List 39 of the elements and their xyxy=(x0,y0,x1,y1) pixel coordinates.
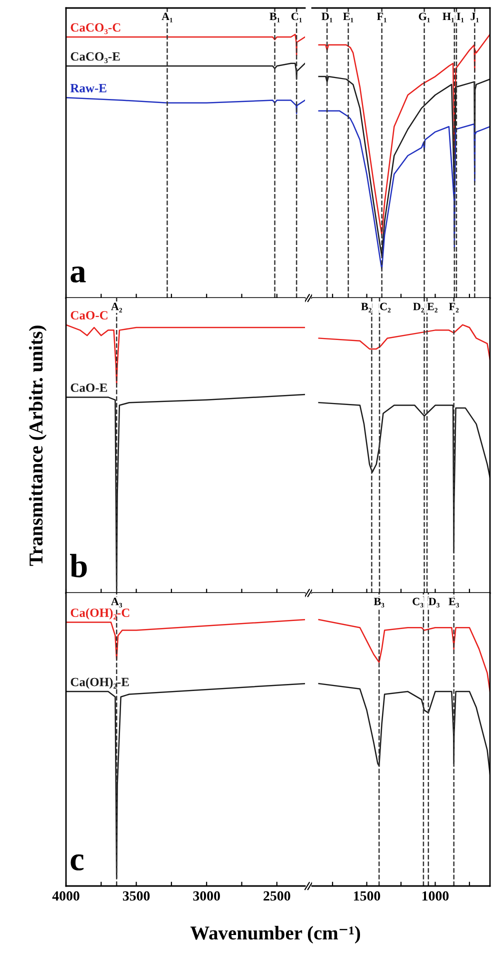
y-axis-title: Transmittance (Arbitr. units) xyxy=(28,326,47,566)
ref-line-label: E₂ xyxy=(427,302,438,312)
ref-line-label: D₂ xyxy=(413,302,424,312)
series-label: CaCO₃-E xyxy=(70,52,120,64)
annotation: a xyxy=(70,266,86,283)
ref-line-label: F₁ xyxy=(376,12,386,22)
ref-line-label: G₁ xyxy=(418,12,430,22)
x-tick-label: 4000 xyxy=(52,891,80,901)
ref-line-label: A₃ xyxy=(111,598,122,608)
series-label: CaO-C xyxy=(70,311,108,320)
series-label: Ca(OH)₂-C xyxy=(70,608,130,620)
series-label: Ca(OH)₂-E xyxy=(70,677,129,689)
ref-line-label: D₁ xyxy=(322,12,332,22)
ref-line-label: A₁ xyxy=(162,12,172,22)
ref-line-label: A₂ xyxy=(111,302,122,312)
ref-line-label: J₁ xyxy=(470,12,479,22)
x-axis-title: Wavenumber (cm⁻¹) xyxy=(190,926,360,944)
ref-line-label: E₁ xyxy=(343,12,354,22)
ref-line-label: I₁ xyxy=(456,12,464,22)
x-tick-label: 1500 xyxy=(354,891,380,901)
series-label: Raw-E xyxy=(70,84,106,92)
ref-line-label: C₂ xyxy=(380,302,391,312)
ref-line-label: B₁ xyxy=(270,12,280,22)
ref-line-label: E₃ xyxy=(448,598,459,608)
x-tick-label: 3000 xyxy=(193,891,220,901)
ref-line-label: B₃ xyxy=(374,598,384,608)
x-tick-label: 3500 xyxy=(122,891,150,901)
series-label: CaO-E xyxy=(70,384,108,392)
x-tick-label: 1000 xyxy=(422,891,449,901)
ref-line-label: C₁ xyxy=(291,12,302,22)
annotation: b xyxy=(70,554,87,578)
ref-line-label: H₁ xyxy=(442,12,454,22)
ref-line-label: C₃ xyxy=(412,598,424,608)
annotation: c xyxy=(70,854,84,870)
ref-line-label: D₃ xyxy=(428,598,440,608)
ref-line-label: B₂ xyxy=(361,302,372,312)
series-label: CaCO₃-C xyxy=(70,23,120,34)
x-tick-label: 2500 xyxy=(264,891,290,901)
ref-line-label: F₂ xyxy=(448,302,459,312)
